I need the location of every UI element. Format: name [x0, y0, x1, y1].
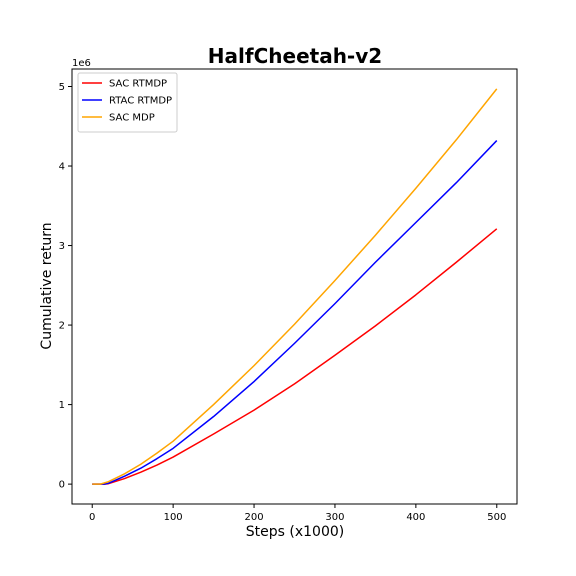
x-axis: 0 100 200 300 400 500 [89, 504, 506, 523]
y-axis-offset-label: 1e6 [72, 58, 91, 69]
plot-area [92, 88, 498, 485]
y-axis-label: Cumulative return [39, 222, 55, 349]
y-tick-label: 1 [59, 400, 65, 411]
series-line-sac-mdp [92, 88, 498, 485]
legend-entry-label: SAC MDP [109, 113, 155, 124]
y-axis: 0 1 2 3 4 5 [59, 82, 72, 491]
x-tick-label: 400 [406, 512, 425, 523]
x-tick-label: 300 [325, 512, 344, 523]
y-tick-label: 4 [59, 162, 65, 173]
x-tick-label: 200 [244, 512, 263, 523]
x-tick-label: 100 [164, 512, 183, 523]
y-tick-label: 5 [59, 82, 65, 93]
series-line-rtac-rtmdp [92, 140, 498, 485]
x-tick-label: 0 [89, 512, 95, 523]
x-axis-label: Steps (x1000) [246, 524, 344, 540]
y-tick-label: 0 [59, 480, 65, 491]
legend-entry-label: SAC RTMDP [109, 79, 167, 90]
legend: SAC RTMDP RTAC RTMDP SAC MDP [77, 72, 178, 133]
series-line-sac-rtmdp [92, 228, 498, 485]
chart-title: HalfCheetah-v2 [208, 44, 382, 68]
axes-frame [71, 68, 518, 505]
legend-box [77, 72, 178, 133]
x-tick-label: 500 [487, 512, 506, 523]
y-tick-label: 3 [59, 241, 65, 252]
y-tick-label: 2 [59, 321, 65, 332]
legend-entry-label: RTAC RTMDP [109, 96, 172, 107]
